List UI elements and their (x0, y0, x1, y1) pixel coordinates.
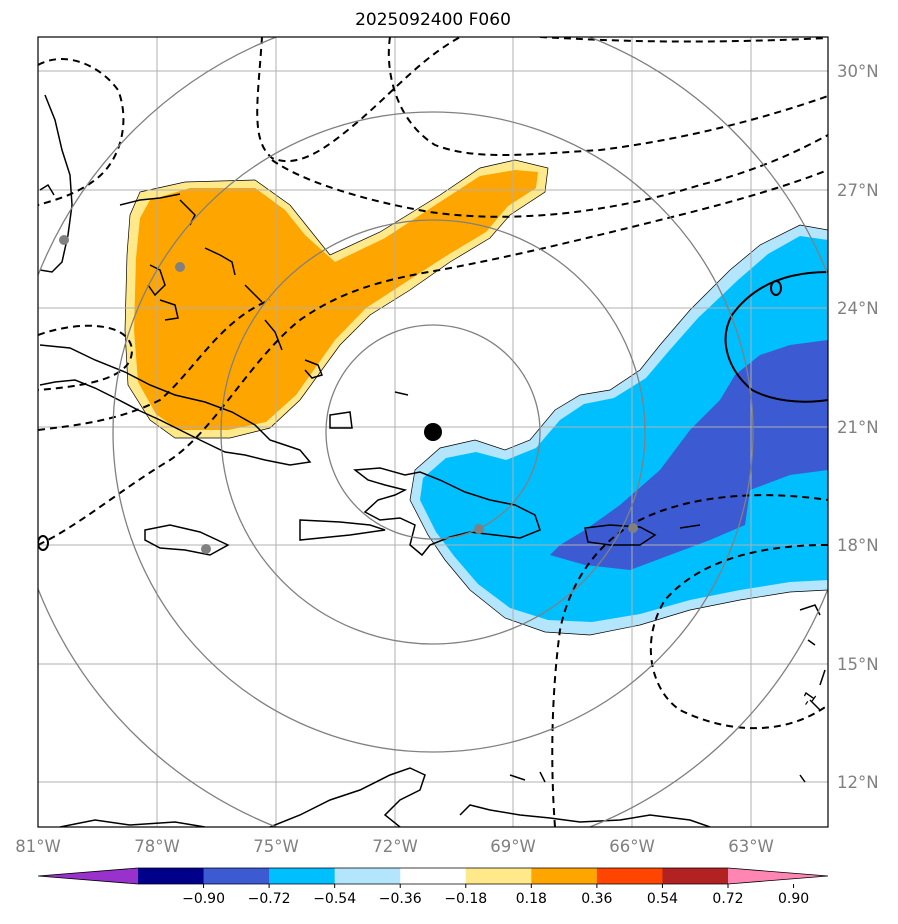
colorbar-segment (138, 868, 205, 884)
colorbar-segment (531, 868, 598, 884)
colorbar-tick-label: 0.18 (516, 891, 547, 907)
colorbar-segment (203, 868, 270, 884)
lon-tick-label: 81°W (15, 837, 61, 856)
colorbar: −0.90 −0.72 −0.54 −0.36 −0.18 0.18 0.36 0.54 0.7… (37, 867, 829, 907)
lat-tick-label: 21°N (837, 418, 879, 437)
colorbar-outline (37, 867, 829, 885)
lon-tick-label: 72°W (372, 837, 418, 856)
colorbar-segment (400, 868, 467, 884)
lat-tick-label: 12°N (837, 773, 879, 792)
lon-tick-label: 66°W (609, 837, 655, 856)
latitude-ticks: 30°N 27°N 24°N 21°N 18°N 15°N 12°N (837, 62, 879, 792)
gridlines (38, 37, 828, 827)
lon-tick-label: 69°W (490, 837, 536, 856)
lon-tick-label: 78°W (134, 837, 180, 856)
map-frame (37, 36, 829, 828)
colorbar-segment (596, 868, 663, 884)
map-title: 2025092400 F060 (355, 10, 511, 30)
colorbar-tick-label: −0.90 (182, 891, 225, 907)
colorbar-tick-label: 0.54 (647, 891, 678, 907)
colorbar-tick-label: −0.36 (379, 891, 422, 907)
colorbar-segment (269, 868, 336, 884)
colorbar-tick-label: 0.36 (581, 891, 612, 907)
range-rings (38, 37, 828, 827)
colorbar-extend-max (728, 868, 828, 884)
lat-tick-label: 24°N (837, 299, 879, 318)
storm-center-marker (424, 423, 442, 441)
colorbar-segment (334, 868, 401, 884)
colorbar-extend-min (38, 868, 138, 884)
lon-tick-label: 75°W (253, 837, 299, 856)
lat-tick-label: 15°N (837, 655, 879, 674)
colorbar-tick-label: 0.90 (778, 891, 809, 907)
station-dots (59, 235, 638, 554)
map-area: -1 (38, 37, 828, 827)
colorbar-tick-label: 0.72 (712, 891, 743, 907)
dashed-contours (38, 37, 828, 827)
colorbar-segment (662, 868, 729, 884)
colorbar-tick-label: −0.18 (444, 891, 487, 907)
longitude-ticks: 81°W 78°W 75°W 72°W 69°W 66°W 63°W (15, 837, 774, 856)
solid-contour (38, 271, 828, 551)
colorbar-tick-label: −0.54 (313, 891, 356, 907)
lat-tick-label: 18°N (837, 536, 879, 555)
colorbar-tick-label: −0.72 (248, 891, 291, 907)
colorbar-segment (465, 868, 532, 884)
lat-tick-label: 30°N (837, 62, 879, 81)
lon-tick-label: 63°W (728, 837, 774, 856)
lat-tick-label: 27°N (837, 181, 879, 200)
